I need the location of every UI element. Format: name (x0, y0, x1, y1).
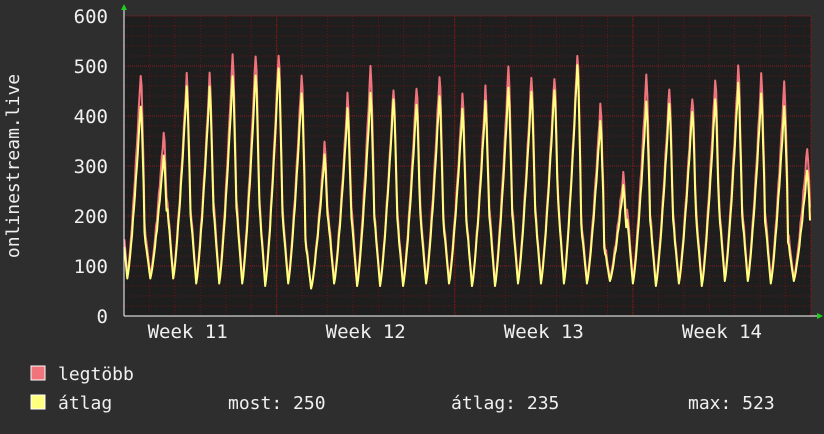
y-tick-label: 100 (74, 256, 108, 278)
stat-most: most: 250 (228, 393, 326, 414)
y-tick-label: 500 (74, 56, 108, 78)
y-axis-label: onlinestream.live (3, 74, 24, 258)
legend-swatch-avg (30, 394, 46, 410)
legend-label-avg: átlag (58, 393, 112, 414)
series-line-avg (123, 64, 811, 290)
y-axis-arrow-icon (121, 4, 127, 10)
y-tick-label: 400 (74, 106, 108, 128)
stat-atlag: átlag: 235 (451, 393, 559, 414)
y-tick-label: 200 (74, 206, 108, 228)
axes-layer (121, 4, 823, 319)
y-tick-label: 300 (74, 156, 108, 178)
grid-major (124, 15, 812, 317)
y-tick-label: 0 (97, 306, 108, 328)
x-tick-label: Week 13 (504, 321, 584, 343)
legend-swatch-max (30, 365, 46, 381)
x-tick-labels: Week 11 Week 12 Week 13 Week 14 (148, 321, 762, 343)
x-axis-arrow-icon (817, 313, 823, 319)
x-tick-label: Week 14 (682, 321, 762, 343)
stat-max: max: 523 (688, 393, 775, 414)
series-layer (123, 53, 811, 290)
y-tick-labels: 0 100 200 300 400 500 600 (74, 6, 108, 328)
x-tick-label: Week 11 (148, 321, 228, 343)
x-tick-label: Week 12 (326, 321, 406, 343)
y-tick-label: 600 (74, 6, 108, 28)
legend-label-max: legtöbb (58, 364, 134, 385)
legend: legtöbb átlag most: 250 átlag: 235 max: … (30, 364, 775, 414)
